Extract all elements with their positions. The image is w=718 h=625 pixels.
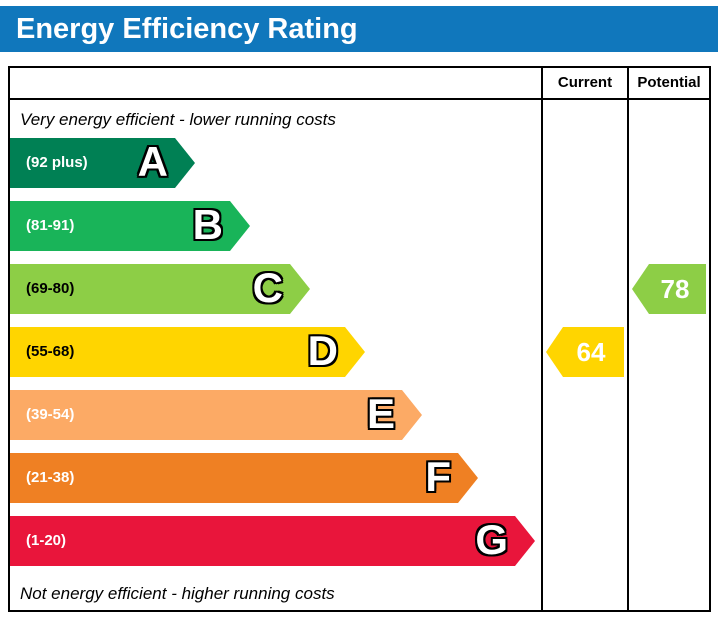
- band-d-arrow: (55-68) D: [10, 327, 365, 377]
- band-a-arrow: (92 plus) A: [10, 138, 195, 188]
- band-row-c: (69-80) C: [10, 264, 541, 314]
- band-b-arrow: (81-91) B: [10, 201, 250, 251]
- band-row-a: (92 plus) A: [10, 138, 541, 188]
- current-rating-arrow: 64: [546, 327, 624, 377]
- potential-column-header: Potential: [627, 68, 709, 100]
- band-e-arrow: (39-54) E: [10, 390, 422, 440]
- band-e-range-label: (39-54): [26, 406, 75, 423]
- page-title-text: Energy Efficiency Rating: [16, 13, 358, 45]
- band-b-range-label: (81-91): [26, 217, 75, 234]
- top-note: Very energy efficient - lower running co…: [20, 110, 336, 129]
- current-column-header: Current: [541, 68, 627, 100]
- band-b-letter: B: [192, 201, 223, 248]
- current-column: 64: [541, 100, 627, 610]
- band-g-range-label: (1-20): [26, 532, 67, 549]
- potential-rating-arrow: 78: [632, 264, 706, 314]
- band-row-g: (1-20) G: [10, 516, 541, 566]
- band-g-letter: G: [475, 516, 508, 563]
- band-f-letter: F: [425, 453, 451, 500]
- potential-rating-value: 78: [660, 274, 690, 304]
- band-a-range-label: (92 plus): [26, 154, 88, 171]
- band-f-arrow: (21-38) F: [10, 453, 478, 503]
- current-rating-value: 64: [576, 337, 606, 367]
- band-c-letter: C: [252, 264, 283, 311]
- band-c-range-label: (69-80): [26, 280, 75, 297]
- band-row-b: (81-91) B: [10, 201, 541, 251]
- bands-column: Very energy efficient - lower running co…: [10, 100, 541, 610]
- band-column-header: [10, 68, 541, 100]
- band-c-arrow: (69-80) C: [10, 264, 310, 314]
- band-e-letter: E: [366, 390, 395, 437]
- band-d-letter: D: [307, 327, 338, 374]
- band-g-arrow: (1-20) G: [10, 516, 535, 566]
- page-title: Energy Efficiency Rating: [0, 6, 718, 52]
- band-d-range-label: (55-68): [26, 343, 75, 360]
- epc-chart: Current Potential Very energy efficient …: [8, 66, 711, 612]
- band-row-d: (55-68) D: [10, 327, 541, 377]
- band-a-letter: A: [137, 138, 168, 185]
- potential-column: 78: [627, 100, 709, 610]
- bottom-note: Not energy efficient - higher running co…: [20, 584, 335, 603]
- band-f-range-label: (21-38): [26, 469, 75, 486]
- band-row-f: (21-38) F: [10, 453, 541, 503]
- band-row-e: (39-54) E: [10, 390, 541, 440]
